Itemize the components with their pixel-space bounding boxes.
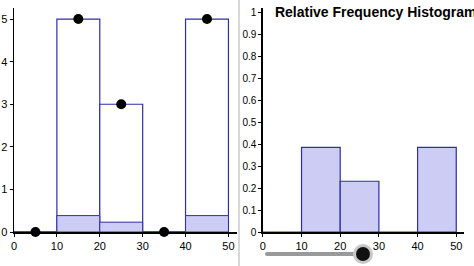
svg-text:20: 20 <box>94 240 106 252</box>
svg-text:0: 0 <box>251 227 257 238</box>
svg-text:0.8: 0.8 <box>242 51 256 62</box>
svg-text:20: 20 <box>334 240 346 252</box>
svg-text:0.5: 0.5 <box>242 117 256 128</box>
svg-text:50: 50 <box>222 240 234 252</box>
svg-text:0: 0 <box>260 240 266 252</box>
svg-text:0.4: 0.4 <box>242 139 256 150</box>
svg-text:Relative Frequency Histogram: Relative Frequency Histogram <box>275 4 474 20</box>
svg-text:0.7: 0.7 <box>242 73 256 84</box>
svg-text:10: 10 <box>295 240 307 252</box>
svg-text:50: 50 <box>450 240 462 252</box>
svg-text:10: 10 <box>51 240 63 252</box>
svg-text:0.6: 0.6 <box>242 95 256 106</box>
svg-text:0: 0 <box>1 226 7 238</box>
svg-text:0.2: 0.2 <box>242 183 256 194</box>
svg-text:40: 40 <box>179 240 191 252</box>
svg-text:1: 1 <box>1 183 7 195</box>
svg-text:30: 30 <box>137 240 149 252</box>
svg-text:0.1: 0.1 <box>242 205 256 216</box>
svg-text:3: 3 <box>1 98 7 110</box>
svg-text:4: 4 <box>1 56 7 68</box>
svg-text:0.9: 0.9 <box>242 29 256 40</box>
svg-text:1: 1 <box>251 7 257 18</box>
svg-text:30: 30 <box>373 240 385 252</box>
svg-text:2: 2 <box>1 141 7 153</box>
svg-text:5: 5 <box>1 13 7 25</box>
svg-text:0: 0 <box>11 240 17 252</box>
svg-text:0.3: 0.3 <box>242 161 256 172</box>
svg-text:40: 40 <box>411 240 423 252</box>
